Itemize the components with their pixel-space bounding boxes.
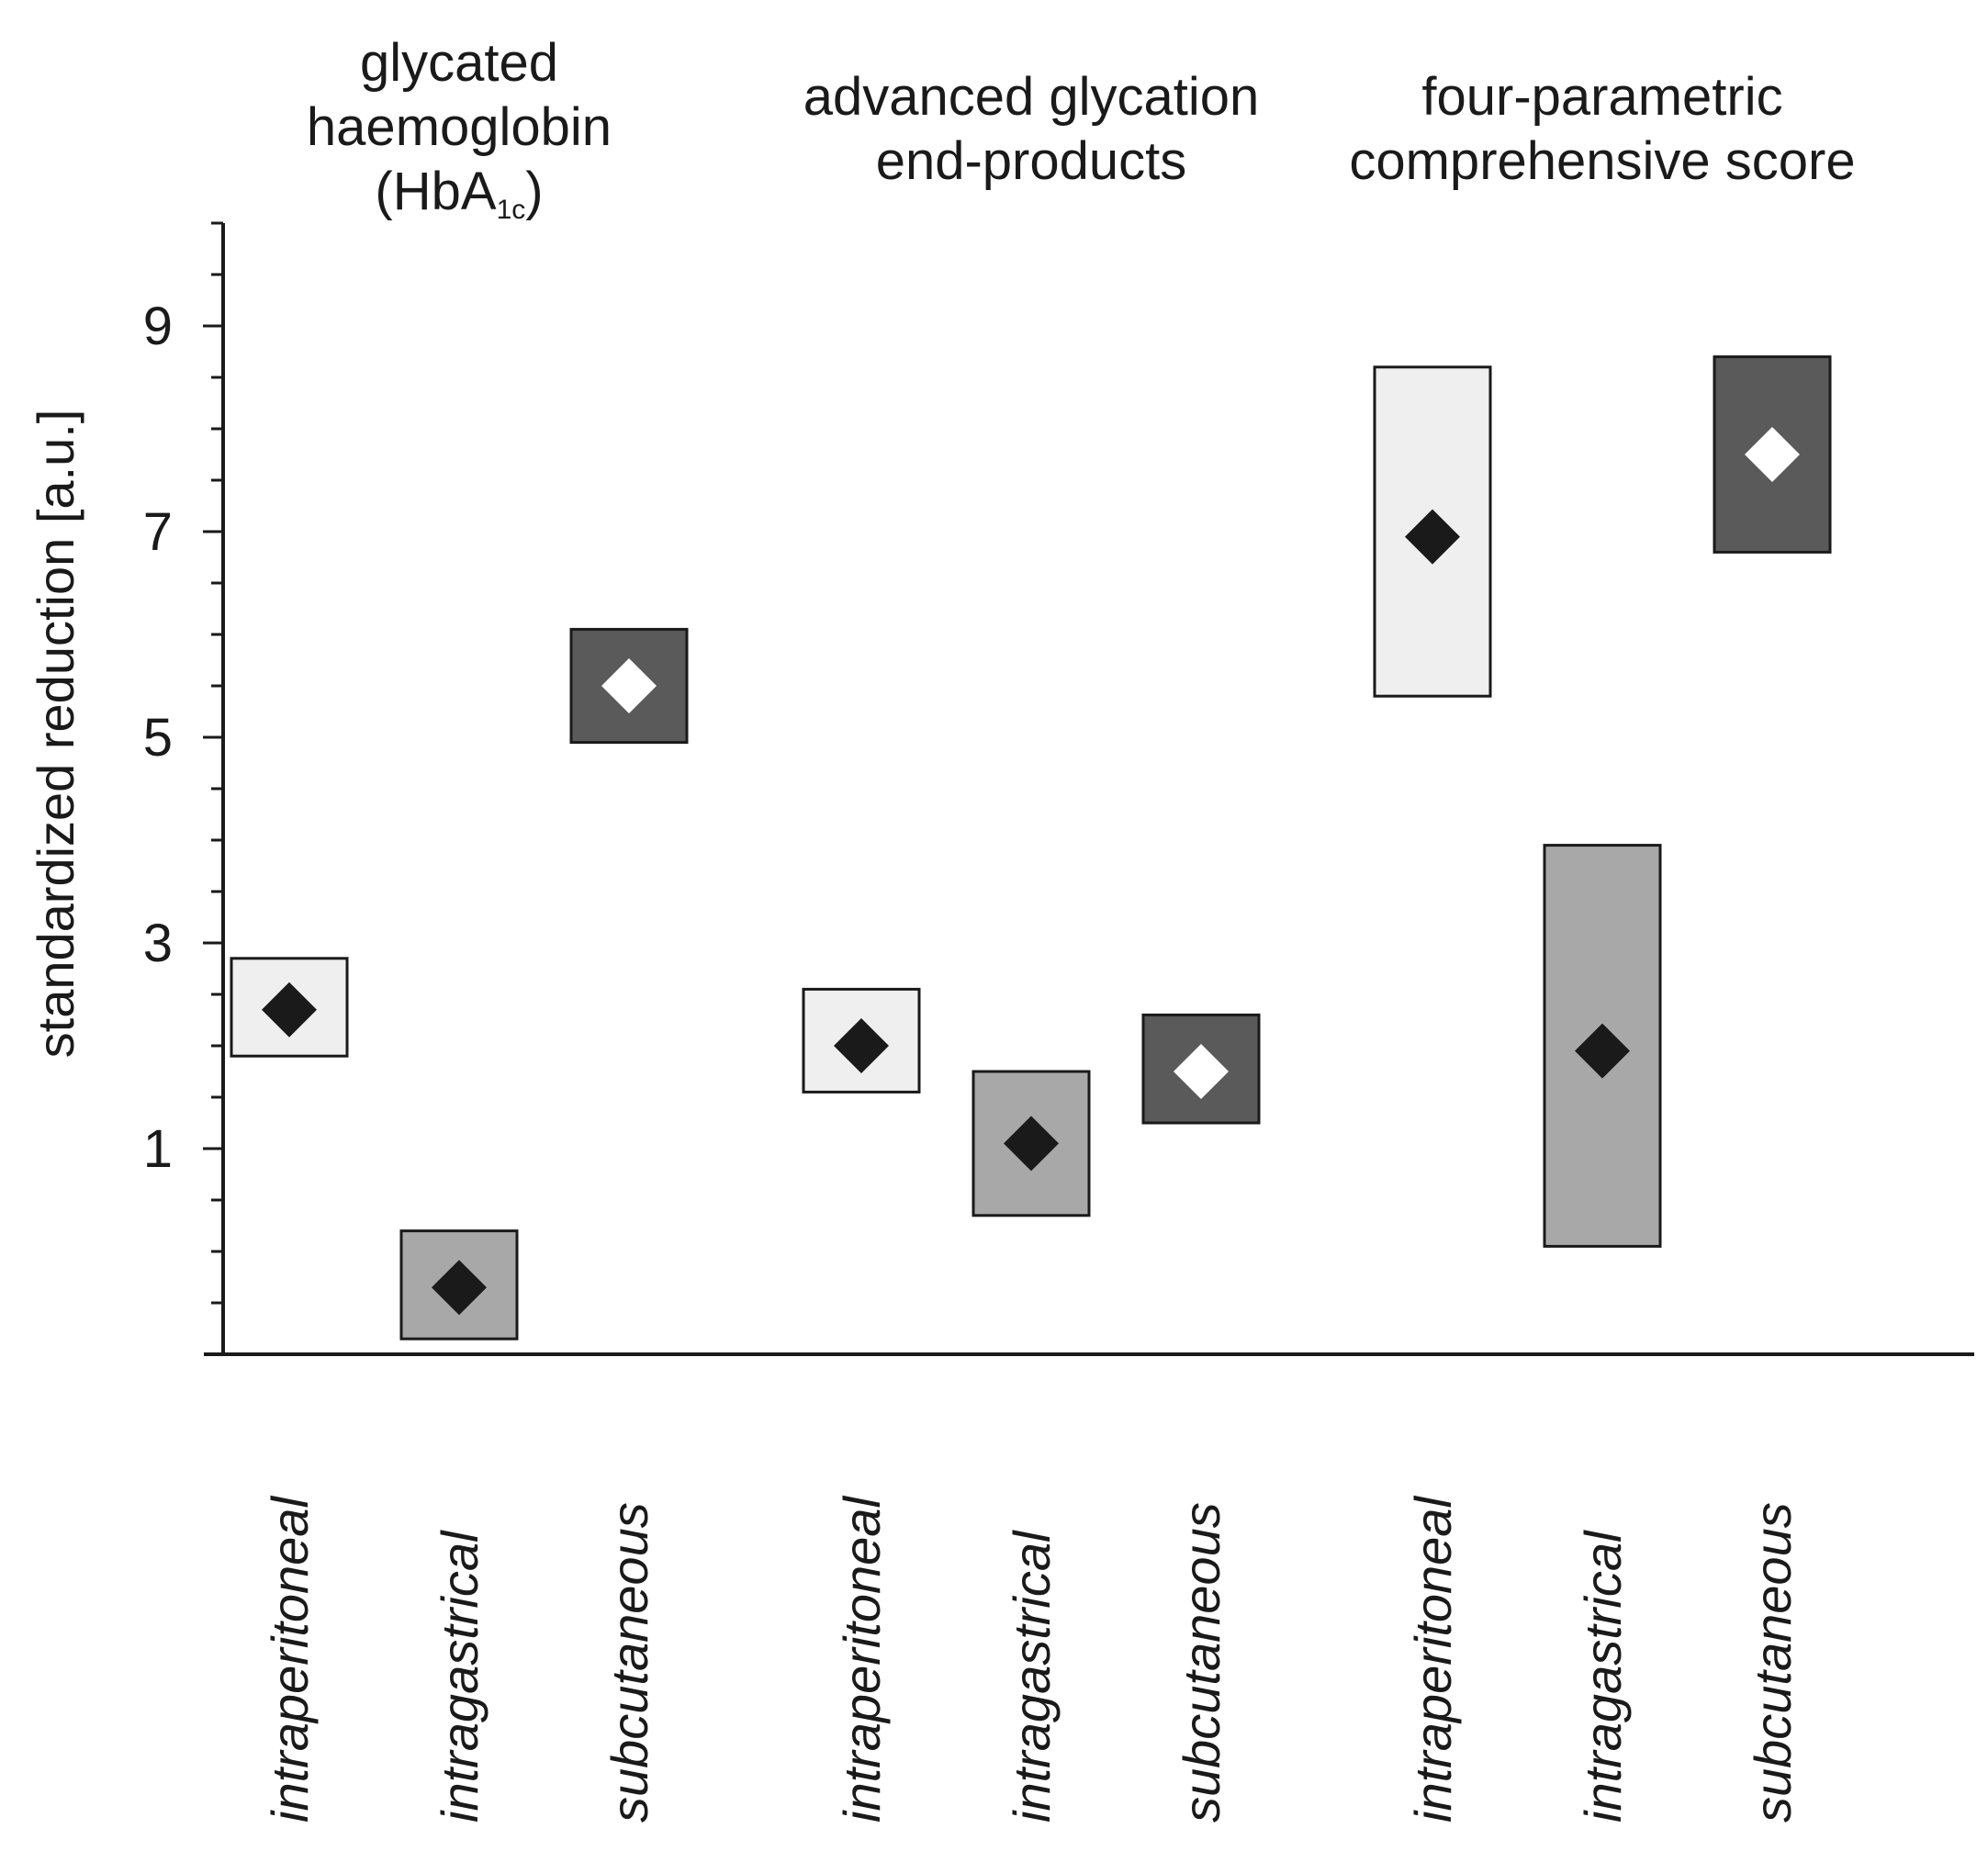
range-box-intragastrical: [1543, 844, 1662, 1248]
category-label-subcutaneous: subcutaneous: [1744, 1502, 1802, 1823]
y-tick-label: 1: [143, 1119, 173, 1179]
category-label-intragastrical: intragastrical: [1574, 1530, 1632, 1823]
mean-marker-intraperitoneal: [1405, 509, 1460, 565]
range-boxes: [230, 355, 1832, 1341]
mean-marker-intraperitoneal: [834, 1018, 889, 1073]
mean-marker-subcutaneous: [601, 658, 657, 713]
y-tick-label: 9: [143, 297, 173, 356]
category-label-subcutaneous: subcutaneous: [1173, 1502, 1230, 1823]
y-axis-ticks: 1 3 5 7 9: [143, 221, 223, 1305]
category-labels: intraperitoneal intragastrical subcutaneou…: [261, 1496, 1802, 1823]
group-title-line: advanced glycation: [803, 67, 1260, 127]
category-label-subcutaneous: subcutaneous: [601, 1502, 658, 1823]
group-title-line: end-products: [876, 131, 1187, 191]
group-title-line: glycated: [360, 33, 558, 93]
mean-marker-intragastrical: [1004, 1116, 1059, 1172]
group-title-formula: (HbA1c): [375, 162, 543, 225]
group-title-line: four-parametric: [1421, 67, 1782, 127]
y-tick-label: 3: [143, 914, 173, 973]
group-title-line: comprehensive score: [1349, 131, 1855, 191]
y-tick-label: 5: [143, 708, 173, 768]
mean-marker-intragastrical: [1575, 1023, 1630, 1079]
mean-marker-intragastrical: [432, 1260, 487, 1316]
category-label-intraperitoneal: intraperitoneal: [1404, 1496, 1462, 1823]
category-label-intragastrical: intragastrical: [431, 1530, 489, 1823]
y-tick-label: 7: [143, 502, 173, 562]
y-axis-title: standardized reduction [a.u.]: [27, 409, 84, 1059]
group-title-line: haemoglobin: [307, 97, 612, 157]
category-label-intraperitoneal: intraperitoneal: [261, 1496, 319, 1823]
category-label-intragastrical: intragastrical: [1003, 1530, 1061, 1823]
mean-marker-intraperitoneal: [262, 982, 317, 1038]
mean-marker-subcutaneous: [1745, 427, 1800, 482]
category-label-intraperitoneal: intraperitoneal: [833, 1496, 891, 1823]
mean-marker-subcutaneous: [1174, 1044, 1229, 1099]
